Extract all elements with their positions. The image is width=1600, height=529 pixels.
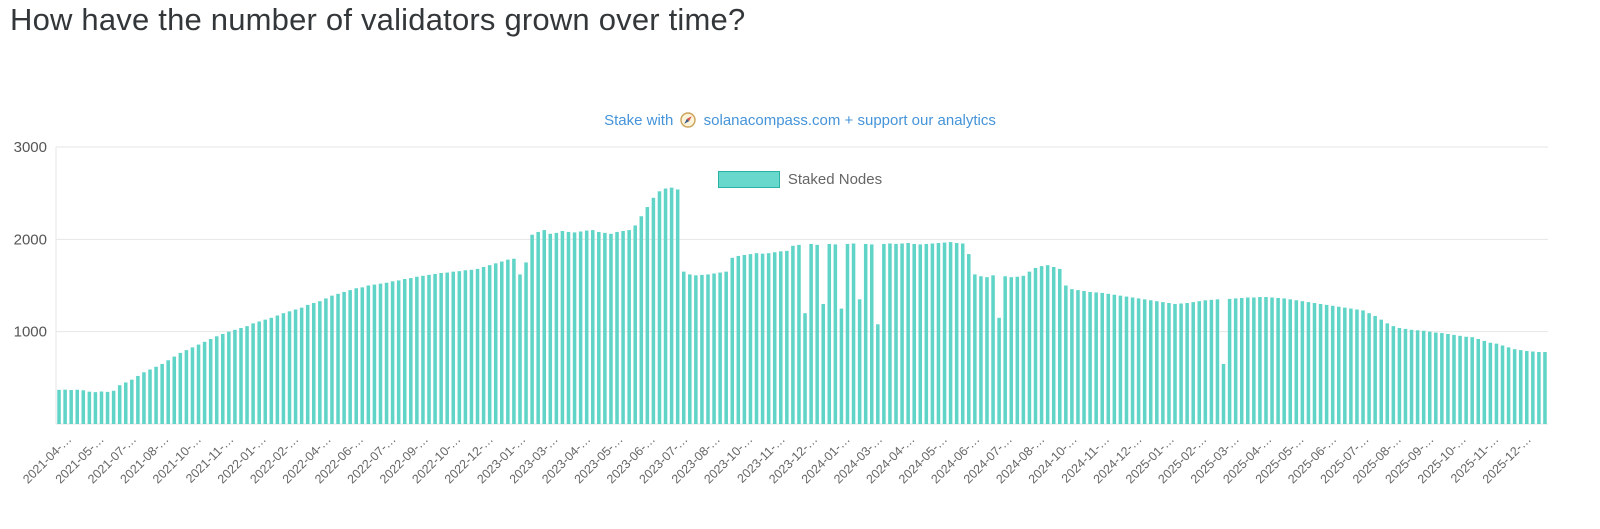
- svg-text:3000: 3000: [14, 139, 47, 156]
- promo-prefix: Stake with: [604, 112, 674, 129]
- legend-label-staked-nodes: Staked Nodes: [787, 171, 883, 188]
- svg-text:1000: 1000: [14, 324, 47, 341]
- promo-row: Stake with solanacompass.com + support o…: [0, 112, 1600, 132]
- svg-text:2000: 2000: [14, 231, 47, 248]
- bars-staked-nodes[interactable]: [57, 187, 1547, 425]
- x-axis-labels: 2021-04-…2021-05-…2021-07-…2021-08-…2021…: [20, 432, 1534, 486]
- compass-icon: [680, 112, 697, 132]
- stake-promo-link[interactable]: Stake with solanacompass.com + support o…: [604, 112, 996, 129]
- gridlines: [55, 146, 1548, 425]
- legend-swatch-staked-nodes: [717, 171, 780, 188]
- chart-legend[interactable]: Staked Nodes: [0, 171, 1600, 188]
- page-title: How have the number of validators grown …: [10, 2, 746, 37]
- promo-link-text: solanacompass.com + support our analytic…: [703, 112, 996, 129]
- y-axis-labels: 1000 2000 3000: [14, 139, 47, 341]
